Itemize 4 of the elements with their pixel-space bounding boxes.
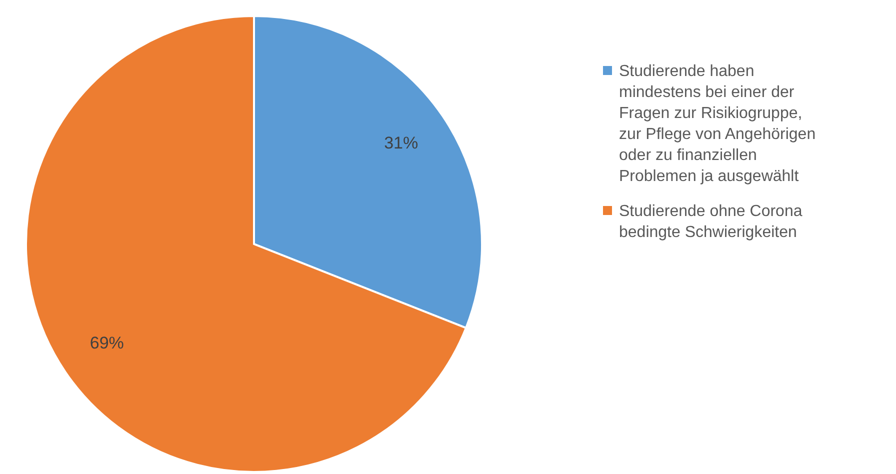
legend-label: Studierende haben mindestens bei einer der Fragen zur Risikiogruppe, zur Pflege von Angehörigen oder zu finanziellen Problemen ja ausgewählt [619,63,816,185]
data-label: 31% [384,134,418,153]
legend-label: Studierende ohne Corona bedingte Schwierigkeiten [619,203,802,241]
data-label: 69% [90,333,124,352]
